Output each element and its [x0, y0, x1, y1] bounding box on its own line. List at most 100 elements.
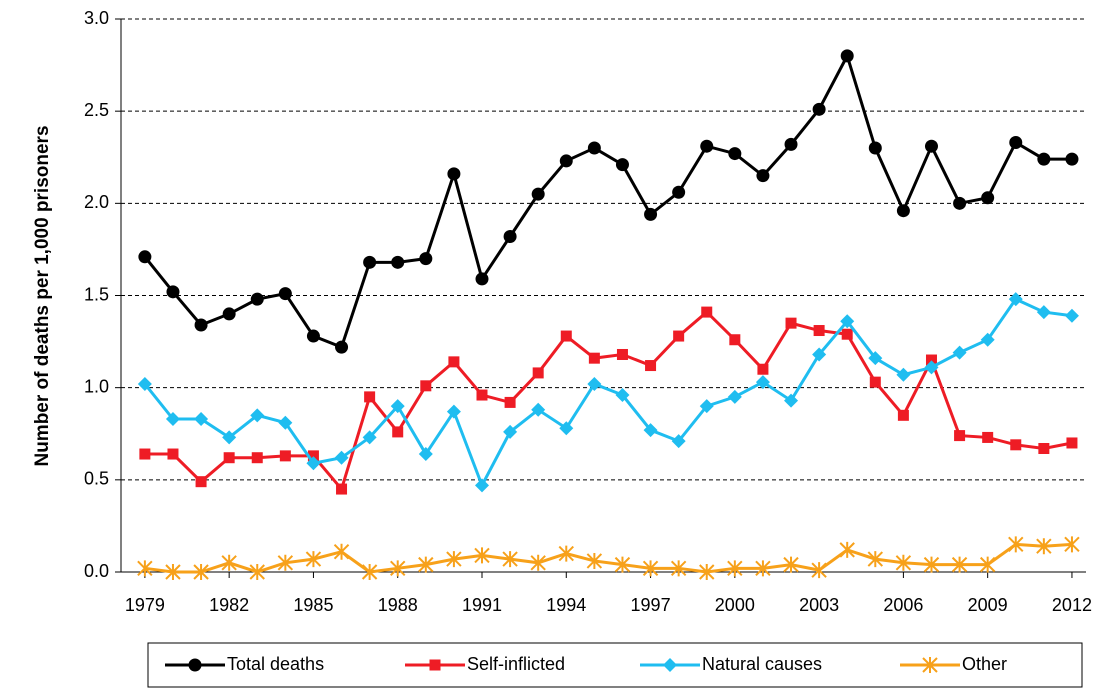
x-tick-label: 1988 [378, 595, 418, 615]
x-tick-label: 1985 [293, 595, 333, 615]
marker [390, 560, 406, 577]
marker [923, 556, 940, 573]
marker [558, 545, 574, 562]
marker [615, 158, 629, 172]
marker [474, 478, 489, 493]
marker [924, 139, 938, 153]
x-tick-label: 1979 [125, 595, 165, 615]
marker [895, 554, 912, 571]
marker [277, 554, 294, 571]
marker [670, 560, 687, 577]
marker [419, 252, 433, 266]
marker [446, 404, 461, 419]
marker [448, 356, 460, 368]
marker [869, 376, 881, 388]
marker [1066, 437, 1078, 449]
marker [614, 556, 631, 573]
x-tick-label: 1982 [209, 595, 249, 615]
x-tick-label: 1997 [631, 595, 671, 615]
marker [757, 363, 769, 375]
marker [559, 154, 573, 168]
y-tick-label: 0.5 [84, 469, 109, 489]
marker [334, 450, 349, 465]
marker [700, 139, 714, 153]
marker [672, 185, 686, 199]
marker [250, 408, 265, 423]
marker [784, 393, 799, 408]
marker [897, 409, 909, 421]
marker [671, 434, 686, 449]
marker [701, 306, 713, 318]
y-tick-label: 0.0 [84, 561, 109, 581]
marker [333, 543, 350, 560]
marker [307, 450, 319, 462]
marker [278, 287, 292, 301]
marker [503, 230, 517, 244]
legend-label: Natural causes [702, 654, 822, 674]
marker [223, 452, 235, 464]
marker [954, 430, 966, 442]
legend-label: Other [962, 654, 1007, 674]
marker [1037, 152, 1051, 166]
marker [1064, 308, 1079, 323]
marker [222, 307, 236, 321]
y-tick-label: 2.5 [84, 100, 109, 120]
marker [137, 560, 153, 577]
marker [363, 255, 377, 269]
marker [924, 360, 939, 375]
marker [982, 431, 994, 443]
marker [361, 564, 378, 580]
y-tick-label: 2.0 [84, 192, 109, 212]
marker [503, 424, 518, 439]
series-line [143, 297, 1073, 490]
marker [727, 560, 743, 577]
marker [645, 360, 657, 372]
marker [195, 476, 207, 488]
marker [221, 554, 237, 571]
marker [447, 167, 461, 181]
marker [755, 375, 770, 390]
marker [1064, 536, 1080, 553]
marker [532, 367, 544, 379]
x-tick-label: 2009 [968, 595, 1008, 615]
legend-label: Self-inflicted [467, 654, 565, 674]
marker [587, 141, 601, 155]
series-line [144, 310, 1073, 493]
marker [1036, 305, 1051, 320]
marker [165, 564, 181, 580]
marker [615, 388, 630, 403]
marker [586, 552, 603, 569]
marker [531, 402, 546, 417]
marker [166, 285, 180, 299]
legend-label: Total deaths [227, 654, 324, 674]
marker [167, 448, 179, 460]
marker [643, 423, 658, 438]
marker [1009, 136, 1023, 150]
marker [531, 187, 545, 201]
x-tick-label: 1994 [546, 595, 586, 615]
marker [305, 551, 322, 568]
marker [840, 314, 855, 329]
marker [474, 547, 490, 564]
marker [784, 137, 798, 151]
marker [391, 255, 405, 269]
y-axis-label: Number of deaths per 1,000 prisoners [32, 125, 53, 466]
marker [699, 564, 715, 580]
marker [278, 415, 293, 430]
marker [251, 452, 263, 464]
marker [188, 658, 202, 672]
y-tick-label: 1.0 [84, 376, 109, 396]
marker [616, 348, 628, 360]
marker [194, 318, 208, 332]
marker [1038, 442, 1050, 454]
marker [476, 389, 488, 401]
marker [812, 347, 827, 362]
marker [335, 340, 349, 354]
marker [755, 560, 771, 577]
marker [785, 317, 797, 329]
marker [420, 380, 432, 392]
marker [980, 332, 995, 347]
marker [699, 399, 714, 414]
marker [1065, 152, 1079, 166]
marker [588, 352, 600, 364]
